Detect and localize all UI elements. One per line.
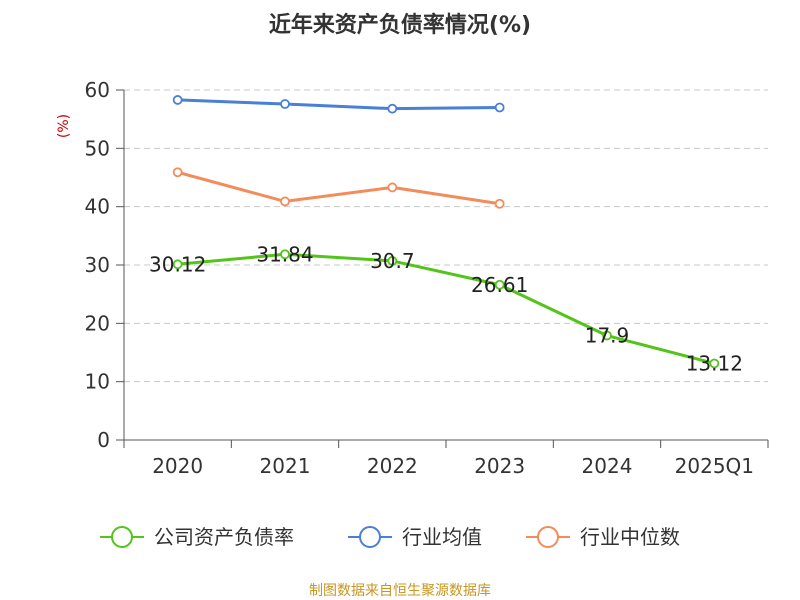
data-label: 26.61 <box>471 273 528 297</box>
legend-label: 行业均值 <box>402 525 482 549</box>
data-point <box>494 198 505 209</box>
legend-marker <box>359 526 381 548</box>
data-label: 13.12 <box>686 351 743 375</box>
series-group: 30.12 31.84 30.7 26.61 17.9 13.12 <box>149 95 743 375</box>
y-tick-label: 60 <box>85 78 110 102</box>
y-tick-label: 40 <box>85 195 110 219</box>
data-point <box>280 99 290 109</box>
legend-marker <box>111 526 133 548</box>
data-label: 30.12 <box>149 252 206 276</box>
y-tick-label: 20 <box>85 311 110 335</box>
data-label: 17.9 <box>585 324 630 348</box>
x-tick-label: 2023 <box>474 454 525 478</box>
data-point <box>172 95 183 105</box>
y-tick-label: 30 <box>85 253 110 277</box>
legend-marker <box>537 526 559 548</box>
data-point <box>387 182 398 193</box>
y-axis-label: (%) <box>56 114 72 138</box>
data-point <box>280 196 290 207</box>
data-label: 31.84 <box>256 242 313 266</box>
y-tick-label: 50 <box>85 136 110 160</box>
chart-title: 近年来资产负债率情况(%) <box>269 12 531 38</box>
x-tick-label: 2020 <box>152 454 203 478</box>
grid-lines <box>124 89 768 383</box>
data-point <box>280 249 290 260</box>
data-point <box>172 167 183 178</box>
data-point <box>387 256 398 266</box>
y-tick-label: 10 <box>85 370 110 394</box>
legend-label: 行业中位数 <box>580 525 680 549</box>
data-label: 30.7 <box>370 249 415 273</box>
x-tick-label: 2024 <box>582 454 633 478</box>
x-tick-label: 2021 <box>260 454 311 478</box>
data-point <box>602 330 612 341</box>
series-line <box>177 252 715 365</box>
source-note: 制图数据来自恒生聚源数据库 <box>309 583 491 599</box>
x-tick-label: 2022 <box>367 454 418 478</box>
y-tick-label: 0 <box>97 428 110 452</box>
data-point <box>387 103 398 114</box>
series-line <box>177 170 500 206</box>
axes: 0 10 20 30 40 50 60 2020 2021 2022 2023 2024 2025Q1 <box>85 78 769 478</box>
data-point <box>494 279 505 290</box>
legend-label: 公司资产负债率 <box>154 525 294 549</box>
data-point <box>172 259 183 270</box>
x-tick-label: 2025Q1 <box>675 454 754 478</box>
data-point <box>494 102 505 113</box>
legend: 公司资产负债率 行业均值 行业中位数 <box>100 525 680 549</box>
series-line <box>177 98 500 111</box>
data-point <box>709 358 720 369</box>
